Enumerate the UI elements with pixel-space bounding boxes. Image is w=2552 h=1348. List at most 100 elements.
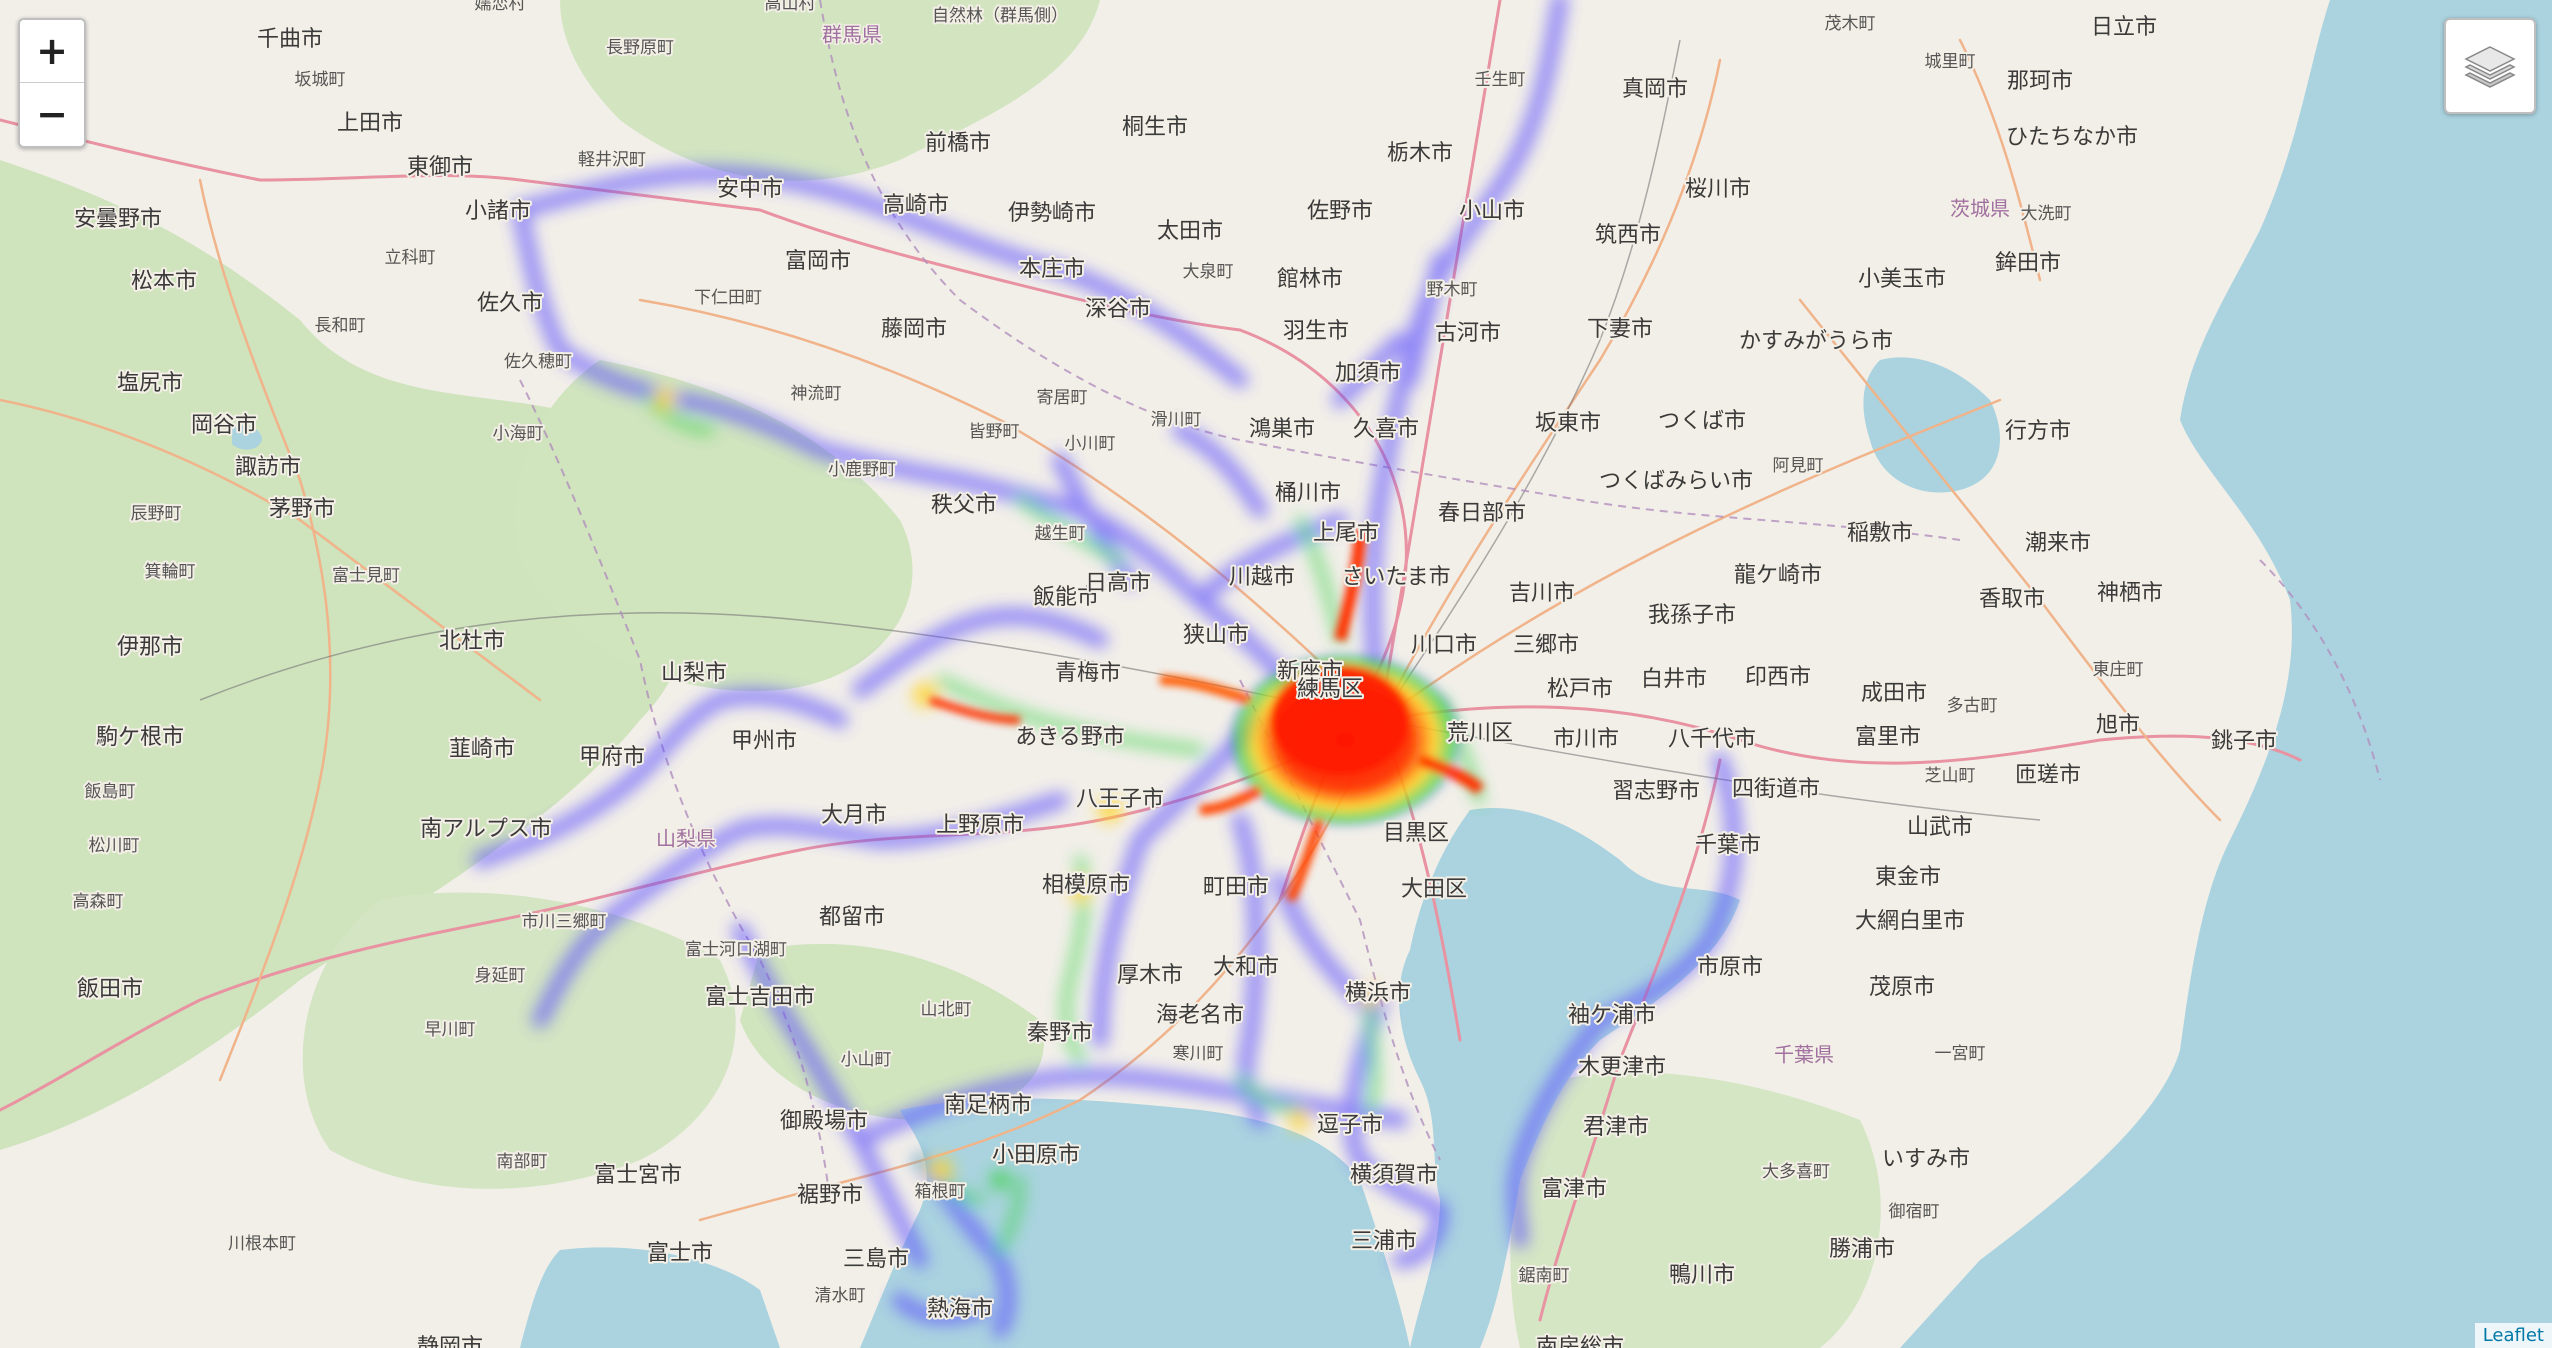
- place-label: 諏訪市: [235, 455, 301, 480]
- forest-fuji: [302, 892, 736, 1189]
- place-label: 韮崎市: [449, 737, 515, 762]
- place-label: 阿見町: [1773, 456, 1824, 476]
- place-label: 高崎市: [883, 193, 949, 218]
- place-label: 飯田市: [77, 977, 143, 1002]
- place-label: 松戸市: [1547, 677, 1613, 702]
- place-label: 潮来市: [2025, 531, 2091, 556]
- place-label: 北杜市: [439, 629, 505, 654]
- place-label: 松川町: [89, 836, 140, 856]
- place-label: 千曲市: [257, 27, 323, 52]
- place-label: 伊勢崎市: [1008, 201, 1096, 226]
- place-label: 旭市: [2096, 713, 2140, 738]
- place-label: 吉川市: [1509, 581, 1575, 606]
- place-label: 茂原市: [1869, 975, 1935, 1000]
- place-label: 多古町: [1947, 696, 1998, 716]
- place-label: 佐久市: [477, 291, 543, 316]
- place-label: 安曇野市: [74, 207, 162, 232]
- place-label: 南房総市: [1536, 1335, 1624, 1348]
- leaflet-link[interactable]: Leaflet: [2482, 1325, 2544, 1346]
- place-label: 寄居町: [1037, 388, 1088, 408]
- heat-hotspots: [655, 388, 1380, 1190]
- place-label: 桐生市: [1122, 115, 1188, 140]
- place-label: かすみがうら市: [1739, 329, 1893, 354]
- place-label: 熱海市: [927, 1297, 993, 1322]
- place-label: 富士見町: [332, 566, 400, 586]
- place-label: 東御市: [407, 155, 473, 180]
- place-label: 練馬区: [1297, 677, 1363, 702]
- place-label: 甲府市: [579, 745, 645, 770]
- zoom-out-button[interactable]: −: [20, 82, 84, 144]
- place-label: 富岡市: [785, 249, 851, 274]
- place-label: 太田市: [1157, 219, 1223, 244]
- place-label: 茅野市: [269, 497, 335, 522]
- place-label: 日高市: [1085, 571, 1151, 596]
- place-label: 海老名市: [1156, 1003, 1244, 1028]
- place-label: 逗子市: [1317, 1113, 1383, 1138]
- place-label: 加須市: [1335, 361, 1401, 386]
- place-label: 茨城県: [1950, 197, 2010, 221]
- place-label: 佐久穂町: [504, 352, 572, 372]
- place-label: 高山村: [765, 0, 816, 14]
- place-label: 立科町: [385, 248, 436, 268]
- place-label: 習志野市: [1612, 779, 1700, 804]
- place-label: 山梨市: [661, 661, 727, 686]
- place-label: 市川三郷町: [522, 912, 607, 932]
- place-label: 鋸南町: [1519, 1266, 1570, 1286]
- place-label: 白井市: [1641, 667, 1707, 692]
- place-label: 川越市: [1229, 565, 1295, 590]
- place-label: 新座市: [1277, 659, 1343, 684]
- place-label: 甲州市: [731, 729, 797, 754]
- place-label: 大泉町: [1183, 262, 1234, 282]
- place-label: 駒ケ根市: [96, 725, 184, 750]
- place-label: 青梅市: [1055, 661, 1121, 686]
- place-label: 自然林（群馬側）: [932, 6, 1068, 26]
- place-label: 藤岡市: [881, 317, 947, 342]
- place-label: 相模原市: [1042, 873, 1130, 898]
- place-label: 小田原市: [992, 1143, 1080, 1168]
- place-label: 御宿町: [1889, 1202, 1940, 1222]
- place-label: 大多喜町: [1762, 1162, 1830, 1182]
- place-label: 嬬恋村: [475, 0, 526, 14]
- place-label: 寒川町: [1173, 1044, 1224, 1064]
- place-label: 下仁田町: [694, 288, 762, 308]
- place-label: 勝浦市: [1829, 1237, 1895, 1262]
- zoom-in-button[interactable]: +: [20, 20, 84, 82]
- place-label: 富士河口湖町: [685, 940, 787, 960]
- place-label: 野木町: [1427, 280, 1478, 300]
- place-label: 小美玉市: [1858, 267, 1946, 292]
- place-label: 小海町: [493, 424, 544, 444]
- place-label: 長野原町: [606, 38, 674, 58]
- place-label: 館林市: [1277, 267, 1343, 292]
- tokyo-bay: [1399, 808, 1740, 1348]
- place-label: 日立市: [2091, 15, 2157, 40]
- place-label: 山梨県: [656, 827, 716, 851]
- place-label: 安中市: [717, 177, 783, 202]
- place-label: 筑西市: [1595, 223, 1661, 248]
- place-label: 桶川市: [1275, 481, 1341, 506]
- place-label: 塩尻市: [117, 371, 183, 396]
- place-label: 箕輪町: [145, 562, 196, 582]
- place-label: 木更津市: [1578, 1055, 1666, 1080]
- place-label: 南足柄市: [944, 1093, 1032, 1118]
- place-label: 横須賀市: [1350, 1163, 1438, 1188]
- place-label: 那珂市: [2007, 69, 2073, 94]
- place-label: 静岡市: [417, 1335, 483, 1348]
- place-label: 軽井沢町: [578, 150, 646, 170]
- place-label: 三浦市: [1351, 1229, 1417, 1254]
- place-label: 千葉県: [1774, 1043, 1834, 1067]
- place-label: ひたちなか市: [2006, 125, 2138, 150]
- place-label: 川根本町: [228, 1234, 296, 1254]
- place-label: 一宮町: [1935, 1044, 1986, 1064]
- place-label: 身延町: [475, 966, 526, 986]
- place-label: 早川町: [425, 1020, 476, 1040]
- place-label: 深谷市: [1085, 297, 1151, 322]
- place-label: 神栖市: [2097, 581, 2163, 606]
- place-label: 下妻市: [1587, 317, 1653, 342]
- place-label: 稲敷市: [1847, 521, 1913, 546]
- layers-control-button[interactable]: [2444, 18, 2536, 114]
- place-label: 上野原市: [936, 813, 1024, 838]
- place-label: 富士吉田市: [705, 985, 815, 1010]
- place-label: 山武市: [1907, 815, 1973, 840]
